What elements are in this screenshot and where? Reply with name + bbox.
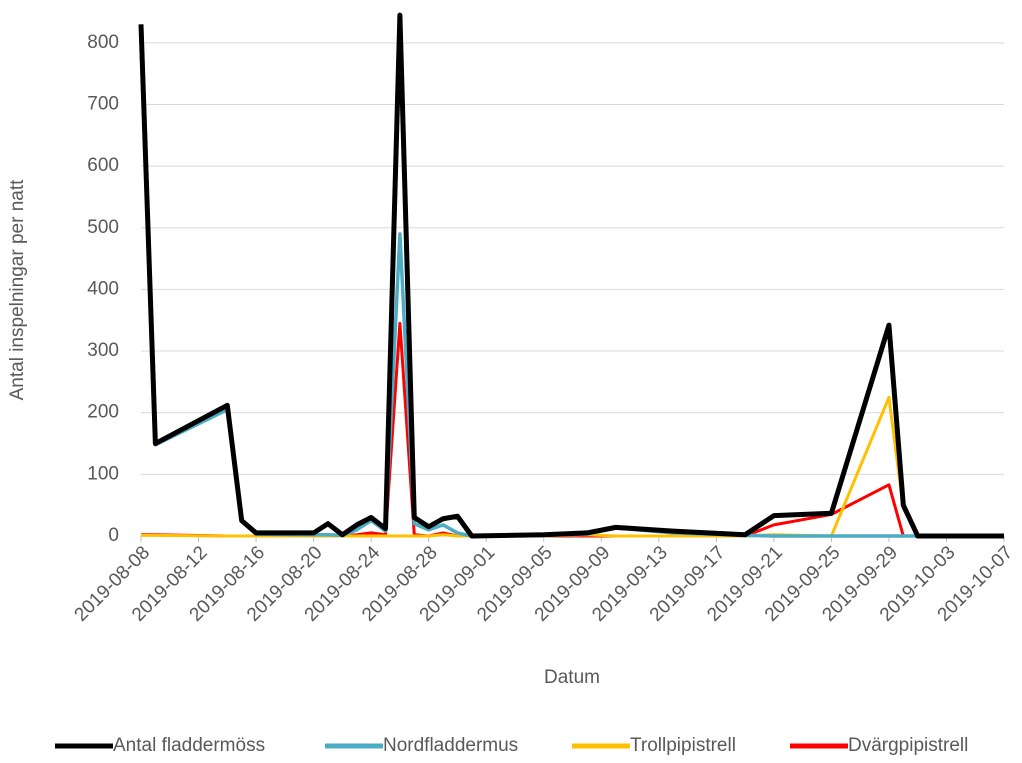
legend-label: Nordfladdermus: [383, 735, 518, 756]
series-line: [138, 12, 1004, 539]
legend-label: Dvärgpipistrell: [848, 735, 968, 756]
legend-label: Antal fladdermöss: [113, 735, 265, 756]
series-line: [139, 30, 1004, 538]
y-tick-label: 200: [87, 402, 119, 423]
y-tick-label: 800: [87, 32, 119, 53]
y-tick-label: 100: [87, 463, 119, 484]
y-tick-label: 600: [87, 155, 119, 176]
legend-label: Trollpipistrell: [630, 735, 736, 756]
y-axis-label: Antal inspelningar per natt: [7, 179, 28, 400]
y-tick-label: 400: [87, 278, 119, 299]
series-line: [141, 395, 1004, 538]
y-tick-label: 0: [108, 525, 119, 546]
y-tick-label: 700: [87, 93, 119, 114]
y-tick-label: 300: [87, 340, 119, 361]
x-axis-label: Datum: [544, 667, 600, 688]
y-tick-label: 500: [87, 217, 119, 238]
